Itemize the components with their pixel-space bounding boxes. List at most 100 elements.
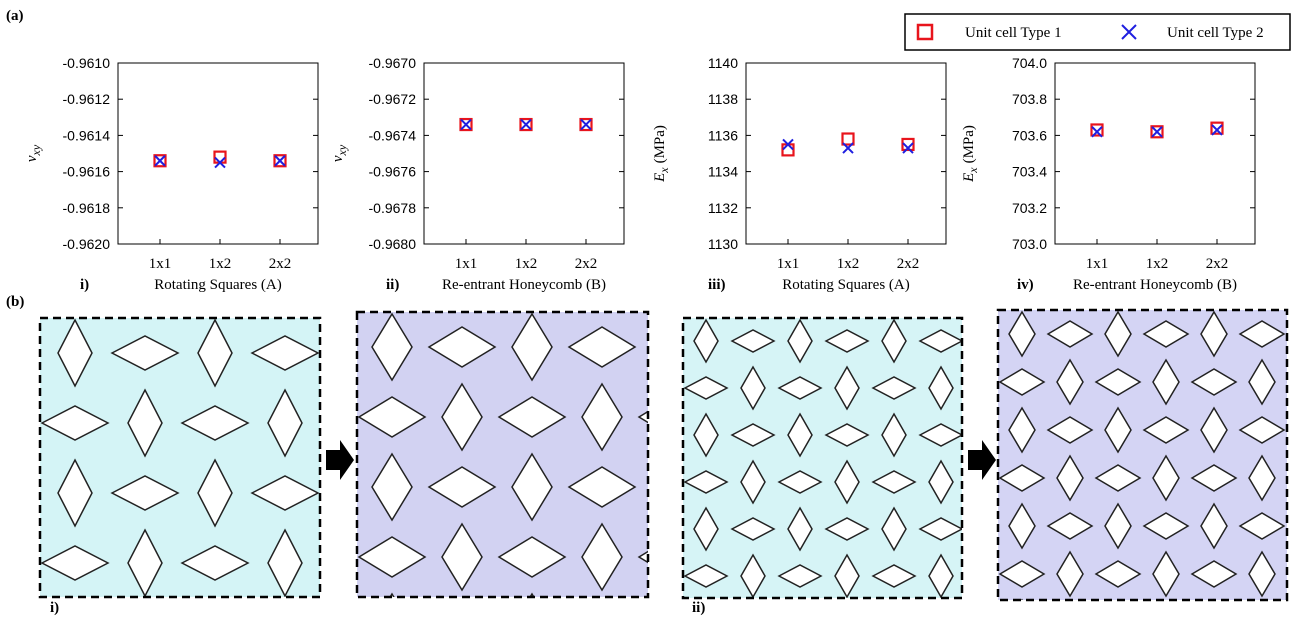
y-axis-label: νxy (24, 144, 43, 162)
legend-marker (1121, 24, 1137, 40)
y-tick-label: -0.9620 (63, 236, 111, 252)
x-axis-label: Rotating Squares (A) (782, 277, 909, 293)
plot-frame (745, 62, 947, 245)
marker-square (901, 137, 915, 152)
y-tick-label: 703.4 (1012, 164, 1047, 180)
y-tick-label: 1134 (708, 164, 738, 180)
arrow (326, 440, 354, 480)
marker-square (153, 154, 167, 168)
panel-label: i) (80, 277, 89, 293)
y-tick-label: 703.6 (1012, 127, 1047, 143)
y-axis-unit: (MPa) (652, 125, 668, 163)
y-tick-label: -0.9674 (369, 127, 417, 143)
marker-x (1211, 124, 1223, 136)
image-caption: ii) (692, 600, 705, 616)
y-tick-label: 703.0 (1012, 236, 1047, 252)
y-tick-label: -0.9612 (63, 91, 111, 107)
y-tick-label: -0.9614 (63, 127, 111, 143)
marker-square (1090, 123, 1104, 137)
x-tick-label: 2x2 (897, 256, 920, 272)
y-axis-symbol: ν (24, 155, 40, 162)
legend-label: Unit cell Type 1 (965, 25, 1062, 41)
lattice-image (681, 316, 964, 600)
arrow (968, 440, 996, 480)
plot-frame (423, 62, 625, 245)
marker-x (154, 155, 166, 167)
legend-label: Unit cell Type 2 (1167, 25, 1264, 41)
y-axis-symbol: E (961, 173, 977, 183)
y-axis-symbol: ν (330, 155, 346, 162)
marker-square (1210, 121, 1224, 135)
x-tick-label: 1x2 (209, 256, 232, 272)
x-tick-label: 1x1 (777, 256, 800, 272)
y-axis-subscript: xy (29, 144, 43, 156)
x-tick-label: 1x2 (1146, 256, 1169, 272)
marker-square (273, 154, 287, 168)
y-tick-label: 1132 (708, 200, 738, 216)
y-tick-label: 703.2 (1012, 200, 1047, 216)
panel-label: iii) (708, 277, 726, 293)
x-axis-label: Rotating Squares (A) (154, 277, 281, 293)
marker-x (214, 156, 226, 169)
y-tick-label: -0.9678 (369, 200, 417, 216)
panel-label: ii) (386, 277, 399, 293)
x-tick-label: 1x1 (149, 256, 172, 272)
panel-label: iv) (1017, 277, 1034, 293)
marker-x (842, 142, 854, 154)
legend-box (904, 13, 1291, 51)
marker-x (1151, 126, 1163, 138)
y-axis-subscript: xy (335, 144, 349, 156)
part-label: (b) (6, 294, 24, 310)
marker-x (580, 118, 592, 131)
y-tick-label: 1130 (708, 236, 738, 252)
lattice-image (355, 310, 650, 599)
marker-square (579, 117, 593, 132)
y-axis-subscript: x (966, 167, 980, 174)
marker-x (782, 138, 794, 151)
marker-x (902, 142, 914, 154)
y-tick-label: 1140 (708, 55, 738, 71)
y-tick-label: 703.8 (1012, 91, 1047, 107)
y-tick-label: 704.0 (1012, 55, 1047, 71)
y-axis-symbol: E (652, 173, 668, 183)
marker-square (459, 117, 473, 132)
marker-square (519, 117, 533, 132)
x-tick-label: 1x2 (515, 256, 538, 272)
y-tick-label: -0.9618 (63, 200, 111, 216)
y-tick-label: -0.9616 (63, 164, 111, 180)
y-tick-label: -0.9676 (369, 164, 417, 180)
x-tick-label: 1x1 (1086, 256, 1109, 272)
x-tick-label: 1x2 (837, 256, 860, 272)
y-tick-label: 1138 (708, 91, 738, 107)
x-tick-label: 2x2 (1206, 256, 1229, 272)
y-tick-label: -0.9680 (369, 236, 417, 252)
legend: Unit cell Type 1 Unit cell Type 2 (904, 13, 1291, 51)
y-tick-label: -0.9672 (369, 91, 417, 107)
y-tick-label: 1136 (708, 127, 738, 143)
y-axis-label: Ex (MPa) (652, 125, 671, 183)
y-tick-label: -0.9670 (369, 55, 417, 71)
y-tick-label: -0.9610 (63, 55, 111, 71)
lattice-image (38, 316, 322, 599)
marker-x (520, 118, 532, 131)
marker-x (1091, 126, 1103, 138)
marker-square (1150, 125, 1164, 139)
x-tick-label: 2x2 (575, 256, 598, 272)
marker-square (781, 143, 795, 157)
lattice-image (996, 308, 1289, 602)
x-axis-label: Re-entrant Honeycomb (B) (1073, 277, 1237, 293)
marker-square (841, 132, 855, 146)
plot-frame (117, 62, 319, 245)
x-axis-label: Re-entrant Honeycomb (B) (442, 277, 606, 293)
marker-x (460, 118, 472, 131)
part-label: (a) (6, 8, 24, 24)
x-tick-label: 2x2 (269, 256, 292, 272)
legend-marker (916, 23, 934, 41)
x-tick-label: 1x1 (455, 256, 478, 272)
image-caption: i) (50, 600, 59, 616)
y-axis-label: νxy (330, 144, 349, 162)
y-axis-unit: (MPa) (961, 125, 977, 163)
marker-x (274, 155, 286, 167)
plot-frame (1054, 62, 1256, 245)
